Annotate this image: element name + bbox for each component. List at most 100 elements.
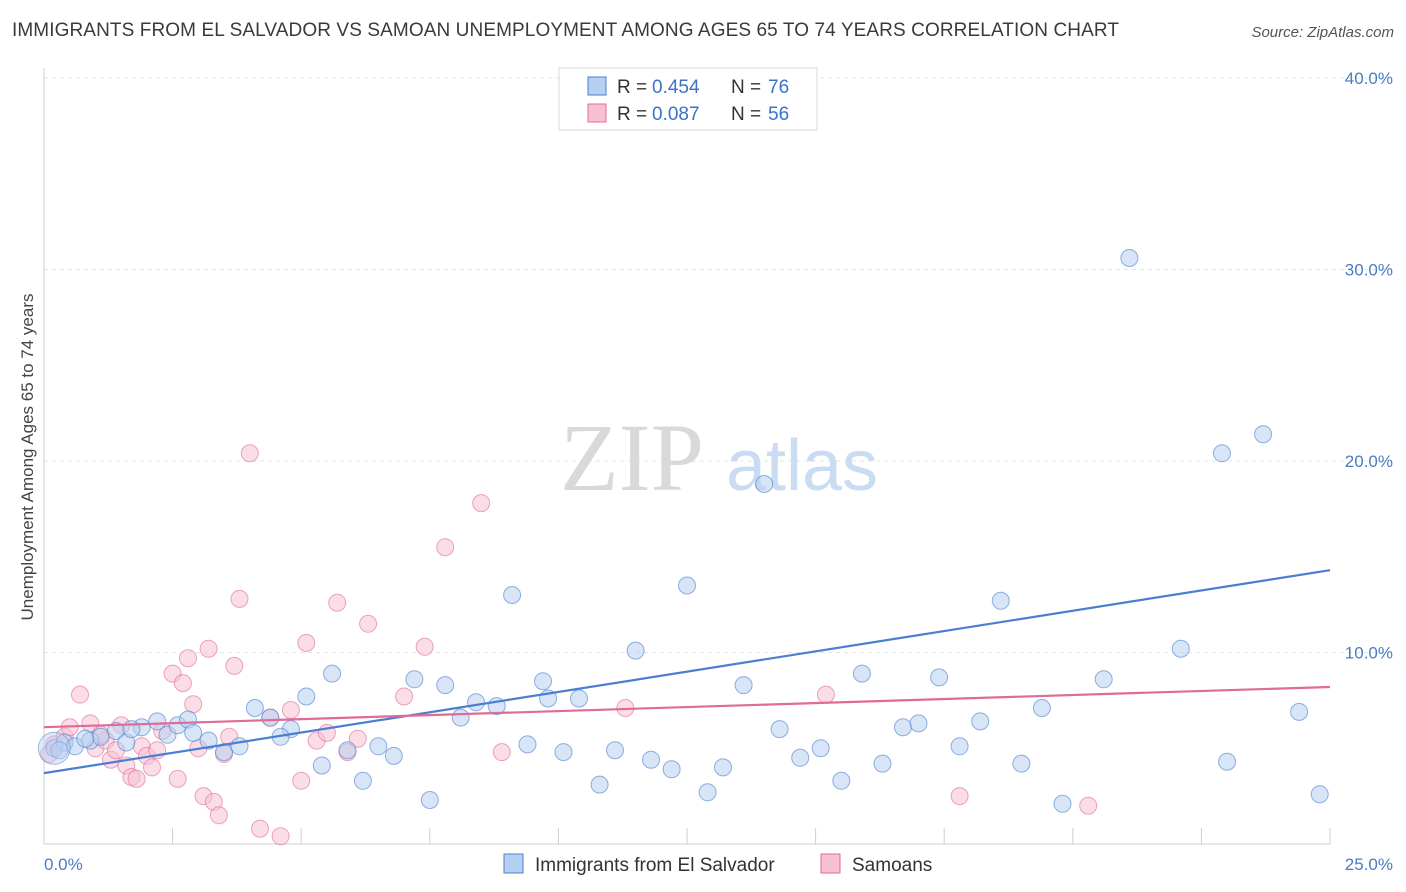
el-salvador-point-60 [1053,794,1072,813]
samoan-point-43 [348,729,367,748]
samoan-point-15 [143,758,161,777]
samoan-point-12 [127,769,146,788]
samoan-point-45 [395,687,414,706]
el-salvador-point-36 [590,775,609,794]
grid-lines [44,77,1392,653]
watermark-atlas: atlas [726,426,878,506]
legend-r-value-1: 0.454 [652,77,700,98]
watermark-zip: ZIP [560,404,704,511]
el-salvador-point-55 [950,737,969,756]
el-salvador-point-22 [353,771,372,790]
samoan-point-46 [415,637,434,656]
trend-lines [43,569,1331,775]
samoan-point-36 [281,701,300,719]
el-salvador-point-42 [698,783,717,802]
samoan-point-35 [271,827,290,846]
el-salvador-point-37 [606,741,624,760]
el-salvador-point-28 [451,708,470,727]
el-salvador-point-21 [338,741,357,760]
samoan-point-19 [168,769,187,788]
el-salvador-point-61 [1094,670,1113,689]
samoan-point-49 [492,743,511,762]
samoan-point-33 [251,819,269,838]
samoan-point-27 [209,806,228,825]
el-salvador-point-26 [420,791,439,809]
x-tick-label-0: 0.0% [44,855,83,874]
samoan-point-44 [359,614,378,633]
legend-r-label-1: R = [617,77,647,98]
cluster-blob [37,731,71,765]
el-salvador-point-71 [76,729,95,748]
el-salvador-point-27 [436,676,455,695]
el-salvador-point-15 [245,699,264,717]
data-points [37,249,1329,846]
chart-title: IMMIGRANTS FROM EL SALVADOR VS SAMOAN UN… [12,20,1120,41]
el-salvador-point-67 [1290,702,1309,721]
el-salvador-point-54 [930,668,949,687]
el-salvador-point-35 [570,689,588,708]
el-salvador-point-24 [384,746,403,765]
samoan-point-38 [297,633,316,652]
el-salvador-point-64 [1213,444,1231,463]
el-salvador-point-56 [971,712,990,731]
el-salvador-point-51 [873,754,892,773]
axes [43,68,1331,845]
el-salvador-point-13 [215,743,233,762]
el-salvador-point-20 [323,664,342,683]
el-salvador-point-44 [734,676,753,695]
el-salvador-trend-line [43,569,1331,775]
el-salvador-point-18 [297,687,316,706]
el-salvador-point-39 [642,750,660,769]
legend-n-label-1: N = [731,77,761,98]
el-salvador-point-73 [184,723,203,742]
samoan-point-48 [472,494,491,513]
el-salvador-point-4 [91,727,110,746]
el-salvador-point-25 [405,670,424,689]
el-salvador-point-34 [554,743,573,762]
samoan-trend-line [43,685,1331,729]
el-salvador-point-70 [50,741,69,760]
el-salvador-point-63 [1171,639,1190,658]
el-salvador-point-38 [626,641,645,660]
legend-n-value-1: 76 [768,77,789,98]
y-tick-label-0: 40.0% [1345,69,1393,88]
el-salvador-point-59 [1032,699,1051,717]
tick-labels: 40.0% 30.0% 20.0% 10.0% 0.0% 25.0% [44,69,1393,874]
el-salvador-point-68 [1310,785,1329,804]
x-tick-label-1: 25.0% [1345,855,1393,874]
el-salvador-point-19 [312,756,331,775]
el-salvador-point-33 [534,672,552,691]
samoan-point-22 [184,695,203,714]
el-salvador-point-46 [770,720,789,739]
el-salvador-point-12 [199,731,218,750]
samoan-point-52 [950,787,969,806]
el-salvador-point-48 [811,739,830,758]
samoan-point-32 [240,444,259,463]
bottom-legend: Immigrants from El Salvador Samoans [503,853,932,876]
y-tick-label-3: 10.0% [1345,644,1393,663]
el-salvador-point-8 [148,712,167,731]
el-salvador-point-40 [662,760,681,779]
legend-swatch-blue [587,76,607,96]
el-salvador-point-62 [1120,249,1139,267]
source-label: Source: ZipAtlas.com [1251,24,1394,41]
el-salvador-point-47 [791,748,810,767]
el-salvador-point-16 [261,708,280,727]
samoan-point-25 [199,639,218,658]
bottom-legend-label-2: Samoans [852,855,932,876]
el-salvador-point-41 [678,576,696,595]
bottom-legend-label-1: Immigrants from El Salvador [535,855,775,876]
samoan-point-31 [230,589,249,608]
el-salvador-point-23 [369,737,388,756]
samoan-point-37 [292,771,311,790]
y-tick-label-2: 20.0% [1345,452,1393,471]
el-salvador-point-29 [467,693,486,712]
el-salvador-point-53 [909,714,928,733]
samoan-point-47 [436,538,455,557]
samoan-point-41 [328,593,347,612]
legend-n-value-2: 56 [768,104,789,125]
y-axis-label: Unemployment Among Ages 65 to 74 years [18,294,37,621]
samoan-point-51 [816,685,835,704]
el-salvador-point-66 [1254,425,1273,444]
